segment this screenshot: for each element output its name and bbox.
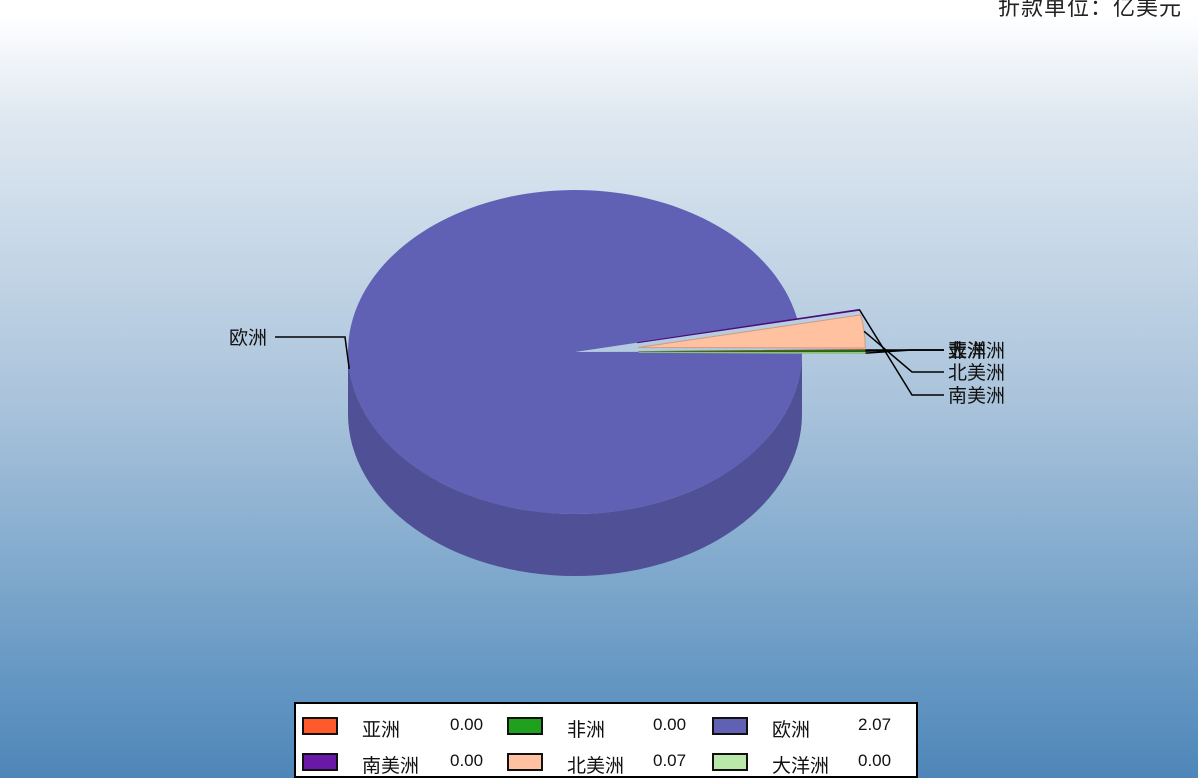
legend-value: 0.07 [653,751,687,770]
legend-item: 欧洲 2.07 [712,712,912,742]
slice-北美洲 [638,314,866,349]
callout-label-南美洲: 南美洲 [948,385,1005,407]
slice-欧洲-top [347,190,803,515]
legend-value: 0.00 [450,715,484,734]
leader-line-南美洲 [858,309,944,396]
legend-item: 大洋洲 0.00 [712,748,912,778]
callout-label-大洋洲: 大洋洲 [948,340,1005,362]
legend-label: 大洋洲 [772,755,830,777]
legend-swatch [712,753,748,771]
legend: 亚洲 0.00 非洲 0.00 欧洲 2.07 南美洲 0.00 北美洲 0.07 大洋洲 0.00 [294,702,918,778]
legend-swatch [302,753,338,771]
legend-value: 0.00 [653,715,687,734]
slice-欧洲 [347,190,803,576]
legend-value: 0.00 [450,751,484,770]
legend-swatch [507,717,543,735]
legend-label: 北美洲 [567,755,625,777]
legend-label: 非洲 [567,719,606,741]
slice-欧洲-side [348,352,802,576]
legend-item: 南美洲 0.00 [302,748,502,778]
callout-label-欧洲: 欧洲 [229,327,267,349]
legend-swatch [302,717,338,735]
callout-label-非洲: 非洲 [948,340,986,362]
unit-note: 折款单位：亿美元 [997,0,1182,21]
legend-swatch [507,753,543,771]
legend-label: 欧洲 [772,719,811,741]
leader-line-欧洲 [275,336,350,370]
legend-item: 北美洲 0.07 [507,748,707,778]
legend-swatch [712,717,748,735]
legend-item: 亚洲 0.00 [302,712,502,742]
callout-label-北美洲: 北美洲 [948,362,1005,384]
leader-line-北美洲 [863,330,944,373]
leader-line-大洋洲 [865,349,944,354]
legend-item: 非洲 0.00 [507,712,707,742]
legend-value: 2.07 [858,715,892,734]
legend-value: 0.00 [858,751,892,770]
legend-label: 亚洲 [362,719,401,741]
slice-北美洲-top [638,314,866,349]
legend-label: 南美洲 [362,755,420,777]
callout-label-亚洲: 亚洲 [948,340,986,362]
